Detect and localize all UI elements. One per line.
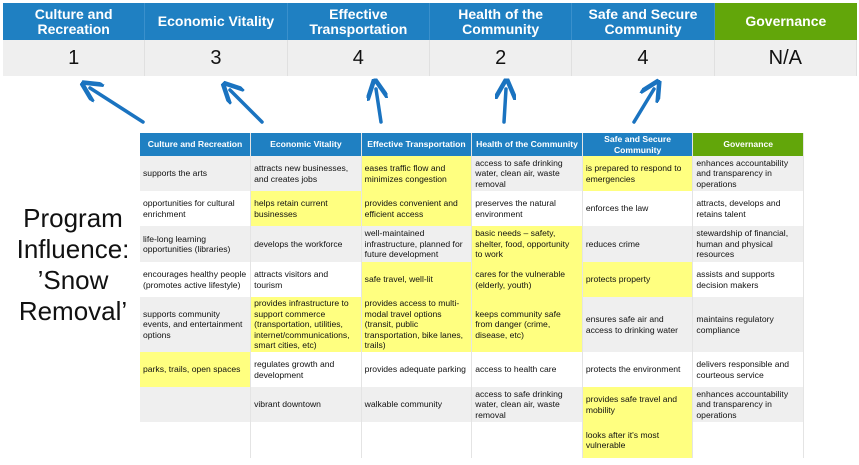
table-cell (361, 422, 473, 458)
table-cell: attracts, develops and retains talent (692, 191, 804, 226)
table-cell: eases traffic flow and minimizes congest… (361, 156, 473, 191)
table-cell: parks, trails, open spaces (140, 352, 252, 387)
table-row: supports community events, and entertain… (140, 297, 804, 352)
arrow-icon (90, 88, 145, 124)
table-cell: preserves the natural environment (471, 191, 583, 226)
table-cell: assists and supports decision makers (692, 262, 804, 297)
arrow-icon (504, 89, 506, 124)
summary-score: 4 (287, 40, 430, 76)
summary-score: 2 (429, 40, 573, 76)
summary-score: 4 (572, 40, 715, 76)
table-cell (692, 422, 804, 458)
column-header: Effective Transportation (361, 133, 473, 156)
summary-header: Culture and Recreation (3, 3, 146, 40)
table-row: opportunities for cultural enrichment hel… (140, 191, 804, 226)
table-cell: enhances accountability and transparency… (692, 387, 804, 422)
table-cell: provides infrastructure to support comme… (250, 297, 362, 352)
summary-header: Governance (714, 3, 857, 40)
table-cell (140, 387, 252, 422)
table-cell: well-maintained infrastructure, planned … (361, 226, 473, 262)
table-cell (140, 422, 252, 458)
summary-header: Safe and Secure Community (572, 3, 715, 40)
program-influence-label: Program Influence: ’Snow Removal’ (16, 203, 130, 326)
table-cell: protects the environment (582, 352, 694, 387)
table-cell: reduces crime (582, 226, 694, 262)
table-row: looks after it's most vulnerable (140, 422, 804, 458)
table-cell: maintains regulatory compliance (692, 297, 804, 352)
column-header: Safe and Secure Community (582, 133, 694, 156)
table-cell: basic needs – safety, shelter, food, opp… (471, 226, 583, 262)
table-cell: attracts new businesses, and creates job… (250, 156, 362, 191)
summary-score: 3 (145, 40, 288, 76)
summary-score: 1 (3, 40, 146, 76)
table-cell: walkable community (361, 387, 473, 422)
table-cell: protects property (582, 262, 694, 297)
arrow-icon (376, 89, 381, 124)
table-cell (471, 422, 583, 458)
table-cell: opportunities for cultural enrichment (140, 191, 252, 226)
table-cell: vibrant downtown (250, 387, 362, 422)
table-cell: supports community events, and entertain… (140, 297, 252, 352)
table-cell: helps retain current businesses (250, 191, 362, 226)
influence-table: Culture and Recreation Economic Vitality E… (140, 133, 804, 458)
table-row: parks, trails, open spaces regulates grow… (140, 352, 804, 387)
table-cell: cares for the vulnerable (elderly, youth… (471, 262, 583, 297)
arrow-icon (230, 90, 264, 124)
table-cell: stewardship of financial, human and phys… (692, 226, 804, 262)
column-header: Economic Vitality (250, 133, 362, 156)
table-row: encourages healthy people (promotes acti… (140, 262, 804, 297)
table-cell: provides adequate parking (361, 352, 473, 387)
table-cell: attracts visitors and tourism (250, 262, 362, 297)
summary-grid: Culture and Recreation Economic Vitality E… (3, 3, 857, 76)
table-row: life-long learning opportunities (librar… (140, 226, 804, 262)
table-cell (250, 422, 362, 458)
table-cell: develops the workforce (250, 226, 362, 262)
table-cell: provides convenient and efficient access (361, 191, 473, 226)
table-cell: safe travel, well-lit (361, 262, 473, 297)
summary-score: N/A (714, 40, 857, 76)
table-row: supports the arts attracts new businesses… (140, 156, 804, 191)
table-cell: is prepared to respond to emergencies (582, 156, 694, 191)
table-cell: access to health care (471, 352, 583, 387)
summary-header: Effective Transportation (287, 3, 430, 40)
table-row: vibrant downtown walkable community access… (140, 387, 804, 422)
summary-header: Health of the Community (429, 3, 573, 40)
table-cell: enhances accountability and transparency… (692, 156, 804, 191)
column-header: Health of the Community (471, 133, 583, 156)
table-cell: provides access to multi-modal travel op… (361, 297, 473, 352)
table-cell: regulates growth and development (250, 352, 362, 387)
column-header: Governance (692, 133, 804, 156)
table-cell: keeps community safe from danger (crime,… (471, 297, 583, 352)
table-cell: encourages healthy people (promotes acti… (140, 262, 252, 297)
table-cell: access to safe drinking water, clean air… (471, 387, 583, 422)
table-cell: life-long learning opportunities (librar… (140, 226, 252, 262)
summary-header: Economic Vitality (145, 3, 288, 40)
table-cell: looks after it's most vulnerable (582, 422, 694, 458)
table-cell: ensures safe air and access to drinking … (582, 297, 694, 352)
table-header-row: Culture and Recreation Economic Vitality E… (140, 133, 804, 156)
table-cell: supports the arts (140, 156, 252, 191)
table-cell: provides safe travel and mobility (582, 387, 694, 422)
column-header: Culture and Recreation (140, 133, 252, 156)
arrow-icon (632, 89, 654, 124)
table-cell: enforces the law (582, 191, 694, 226)
table-cell: delivers responsible and courteous servi… (692, 352, 804, 387)
table-cell: access to safe drinking water, clean air… (471, 156, 583, 191)
